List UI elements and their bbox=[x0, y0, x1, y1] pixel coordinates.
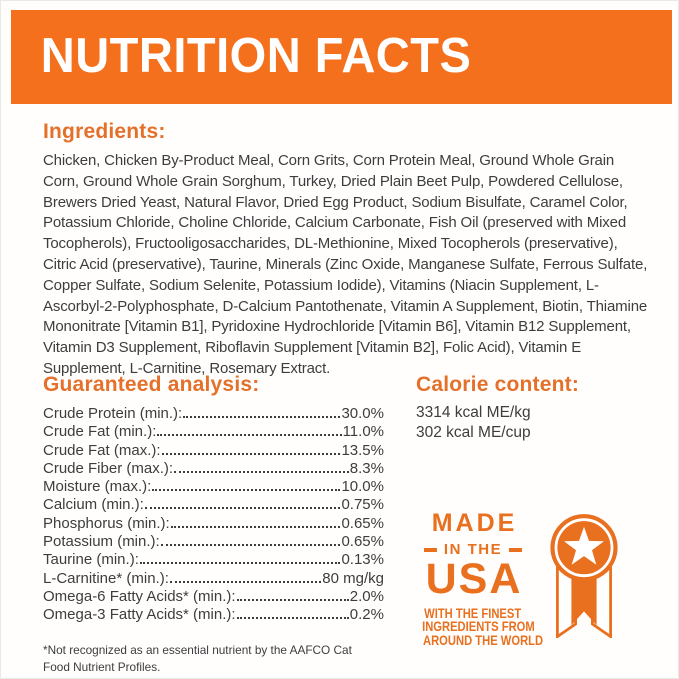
nutrient-label: Crude Fat (min.): bbox=[43, 423, 157, 441]
table-row: Crude Fiber (max.): 8.3% bbox=[43, 460, 384, 478]
table-row: Potassium (min.): 0.65% bbox=[43, 533, 384, 551]
nutrient-value: 80 mg/kg bbox=[322, 569, 384, 587]
dot-leader bbox=[174, 470, 349, 473]
nutrient-label: L-Carnitine* (min.): bbox=[43, 569, 169, 587]
in-the-label-row: IN THE bbox=[408, 542, 538, 557]
dot-leader bbox=[157, 434, 342, 437]
table-row: Crude Protein (min.): 30.0% bbox=[43, 405, 384, 423]
dot-leader bbox=[152, 489, 341, 492]
nutrient-value: 0.75% bbox=[341, 496, 384, 514]
in-the-label: IN THE bbox=[443, 541, 503, 558]
guaranteed-analysis-heading: Guaranteed analysis: bbox=[43, 373, 260, 396]
made-in-usa-badge: MADE IN THE USA WITH THE FINEST INGREDIE… bbox=[408, 509, 543, 647]
dot-leader bbox=[170, 525, 341, 528]
nutrient-value: 10.0% bbox=[341, 478, 384, 496]
table-row: Phosphorus (min.): 0.65% bbox=[43, 515, 384, 533]
nutrient-value: 0.13% bbox=[341, 551, 384, 569]
usa-label: USA bbox=[425, 555, 523, 603]
nutrient-label: Moisture (max.): bbox=[43, 478, 152, 496]
dot-leader bbox=[183, 416, 341, 418]
medal-star-ribbon-icon bbox=[550, 514, 618, 638]
usa-tagline: WITH THE FINEST INGREDIENTS FROM AROUND … bbox=[408, 605, 543, 647]
dot-leader bbox=[161, 452, 341, 455]
dot-leader bbox=[169, 580, 322, 583]
nutrient-label: Crude Fiber (max.): bbox=[43, 459, 174, 477]
table-row: Calcium (min.): 0.75% bbox=[43, 496, 384, 514]
tagline-line: WITH THE FINEST bbox=[424, 605, 522, 622]
aafco-footnote: *Not recognized as an essential nutrient… bbox=[43, 643, 352, 674]
calorie-content-values: 3314 kcal ME/kg 302 kcal ME/cup bbox=[416, 403, 531, 442]
ingredients-text: Chicken, Chicken By-Product Meal, Corn G… bbox=[43, 152, 648, 377]
nutrient-value: 13.5% bbox=[341, 441, 384, 459]
made-label: MADE bbox=[431, 509, 518, 537]
nutrient-label: Phosphorus (min.): bbox=[43, 514, 170, 532]
table-row: L-Carnitine* (min.): 80 mg/kg bbox=[43, 570, 384, 588]
nutrient-value: 8.3% bbox=[349, 459, 384, 477]
nutrient-value: 0.65% bbox=[341, 514, 384, 532]
nutrient-value: 0.2% bbox=[349, 606, 384, 624]
nutrient-label: Calcium (min.): bbox=[43, 496, 144, 514]
table-row: Taurine (min.): 0.13% bbox=[43, 551, 384, 569]
page-title: NUTRITION FACTS bbox=[40, 29, 472, 83]
dot-leader bbox=[144, 507, 341, 510]
calorie-content-heading: Calorie content: bbox=[416, 373, 580, 396]
calorie-cup-value: 302 kcal ME/cup bbox=[416, 423, 531, 441]
table-row: Moisture (max.): 10.0% bbox=[43, 478, 384, 496]
dot-leader bbox=[139, 562, 341, 565]
dash-icon bbox=[423, 547, 437, 552]
nutrient-value: 30.0% bbox=[341, 405, 384, 422]
dot-leader bbox=[236, 598, 349, 601]
nutrient-value: 11.0% bbox=[342, 423, 384, 441]
ingredients-heading: Ingredients: bbox=[43, 120, 166, 143]
dash-icon bbox=[509, 547, 523, 552]
nutrient-label: Potassium (min.): bbox=[43, 533, 160, 551]
nutrient-label: Omega-6 Fatty Acids* (min.): bbox=[43, 587, 236, 605]
nutrient-value: 2.0% bbox=[349, 587, 384, 605]
table-row: Crude Fat (max.): 13.5% bbox=[43, 442, 384, 460]
dot-leader bbox=[160, 544, 341, 547]
tagline-line: AROUND THE WORLD bbox=[423, 631, 544, 648]
tagline-line: INGREDIENTS FROM bbox=[422, 618, 535, 635]
table-row: Crude Fat (min.): 11.0% bbox=[43, 423, 384, 441]
header-band: NUTRITION FACTS bbox=[11, 10, 672, 104]
table-row: Omega-6 Fatty Acids* (min.): 2.0% bbox=[43, 588, 384, 606]
nutrient-label: Taurine (min.): bbox=[43, 551, 139, 569]
dot-leader bbox=[236, 617, 349, 620]
nutrient-label: Crude Fat (max.): bbox=[43, 441, 161, 459]
guaranteed-analysis-table: Crude Protein (min.): 30.0% Crude Fat (mi… bbox=[43, 405, 384, 625]
calorie-kg-value: 3314 kcal ME/kg bbox=[416, 404, 531, 421]
nutrient-label: Omega-3 Fatty Acids* (min.): bbox=[43, 606, 236, 624]
nutrient-value: 0.65% bbox=[341, 533, 384, 551]
nutrient-label: Crude Protein (min.): bbox=[43, 405, 183, 422]
table-row: Omega-3 Fatty Acids* (min.): 0.2% bbox=[43, 606, 384, 624]
